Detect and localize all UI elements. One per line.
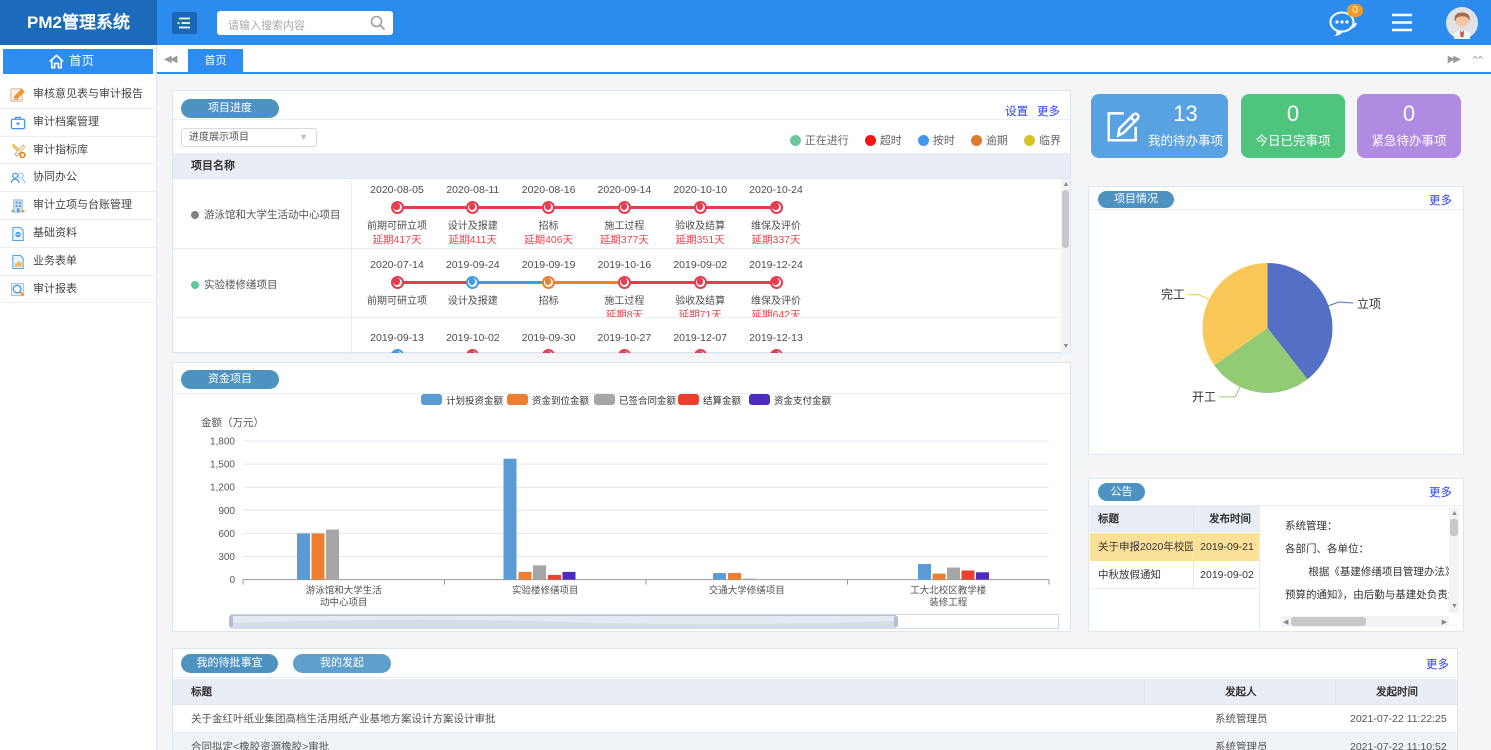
svg-text:开工: 开工 — [1192, 390, 1216, 404]
svg-text:0: 0 — [229, 575, 235, 586]
svg-text:交通大学修缮项目: 交通大学修缮项目 — [709, 585, 785, 597]
svg-text:300: 300 — [218, 552, 235, 563]
svg-text:资金支付金额: 资金支付金额 — [774, 395, 832, 407]
svg-text:900: 900 — [218, 506, 235, 517]
svg-text:结算金额: 结算金额 — [703, 395, 742, 407]
svg-text:已签合同金额: 已签合同金额 — [619, 395, 677, 407]
svg-text:游泳馆和大学生活: 游泳馆和大学生活 — [306, 585, 383, 597]
svg-text:1,200: 1,200 — [210, 483, 235, 494]
svg-text:资金到位金额: 资金到位金额 — [532, 395, 590, 407]
svg-text:工大北校区教学楼: 工大北校区教学楼 — [910, 585, 987, 597]
svg-text:装修工程: 装修工程 — [929, 597, 968, 609]
svg-text:计划投资金额: 计划投资金额 — [446, 395, 504, 407]
svg-text:600: 600 — [218, 529, 235, 540]
svg-text:实验楼修缮项目: 实验楼修缮项目 — [512, 585, 579, 597]
svg-text:1,800: 1,800 — [210, 437, 235, 448]
svg-text:立项: 立项 — [1357, 296, 1381, 311]
svg-text:1,500: 1,500 — [210, 460, 235, 471]
svg-text:动中心项目: 动中心项目 — [320, 597, 368, 609]
svg-text:完工: 完工 — [1161, 287, 1185, 302]
svg-text:金额（万元）: 金额（万元） — [201, 416, 264, 429]
